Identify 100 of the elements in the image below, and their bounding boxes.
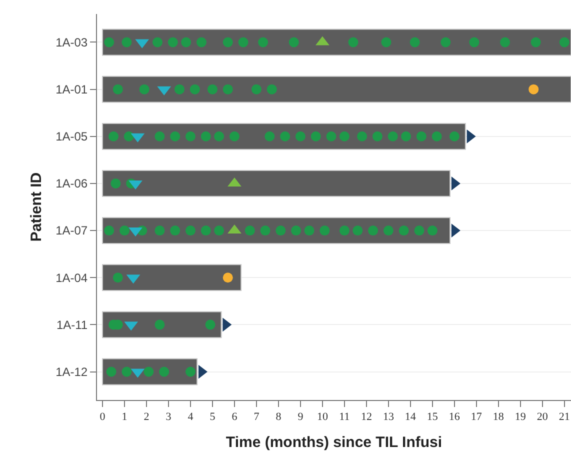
point	[190, 84, 200, 94]
point	[410, 37, 420, 48]
point	[185, 131, 196, 142]
x-tick-label: 20	[536, 411, 548, 424]
point	[122, 37, 132, 48]
x-tick-label: 6	[232, 411, 238, 424]
point	[427, 226, 438, 236]
point	[229, 131, 240, 142]
point	[295, 131, 306, 142]
point	[280, 131, 290, 142]
point	[368, 226, 378, 236]
point	[251, 84, 262, 94]
point	[214, 226, 224, 236]
point	[528, 84, 539, 94]
point	[181, 37, 192, 48]
point	[559, 37, 570, 48]
x-tick-label: 0	[100, 411, 106, 424]
x-tick-label: 1	[122, 411, 128, 424]
point	[326, 131, 336, 142]
x-tick-label: 10	[316, 411, 328, 424]
x-tick-label: 4	[188, 411, 194, 424]
point	[469, 37, 480, 48]
point	[152, 37, 162, 48]
point	[440, 37, 451, 48]
bar	[102, 170, 451, 197]
point	[530, 37, 541, 48]
point	[185, 226, 196, 236]
point	[200, 226, 211, 236]
y-tick-label: 1A-07	[56, 224, 88, 238]
point	[414, 226, 424, 236]
x-tick-label: 19	[514, 411, 526, 424]
y-tick-label: 1A-12	[56, 364, 88, 379]
point	[106, 366, 116, 377]
point	[110, 178, 121, 188]
bar	[102, 76, 571, 103]
point	[372, 131, 382, 142]
point	[154, 320, 165, 330]
point	[339, 131, 350, 142]
point	[207, 84, 218, 94]
point	[291, 226, 302, 236]
point	[258, 37, 268, 48]
bar	[102, 264, 242, 292]
point	[352, 226, 363, 236]
point	[398, 226, 409, 236]
point	[139, 84, 150, 94]
point	[266, 84, 277, 94]
point	[168, 37, 178, 48]
point	[170, 131, 180, 142]
x-tick-label: 21	[558, 411, 570, 424]
point	[401, 131, 412, 142]
point	[449, 131, 460, 142]
x-tick-label: 16	[448, 411, 460, 424]
point	[310, 131, 321, 142]
point	[222, 272, 233, 283]
point	[196, 37, 206, 48]
x-tick-label: 12	[360, 411, 372, 424]
point	[185, 366, 196, 377]
point	[320, 226, 330, 236]
y-tick-label: 1A-04	[56, 270, 88, 285]
point	[388, 131, 398, 142]
x-tick-label: 18	[492, 411, 504, 424]
point	[500, 37, 510, 48]
point	[124, 131, 134, 142]
x-tick-label: 11	[339, 411, 350, 424]
y-tick-label: 1A-01	[56, 82, 88, 97]
point	[170, 226, 180, 236]
point	[154, 226, 165, 236]
point	[288, 37, 299, 48]
point	[416, 131, 426, 142]
point	[122, 366, 132, 377]
point	[200, 131, 211, 142]
point	[383, 226, 394, 236]
y-tick-label: 1A-05	[56, 130, 88, 144]
x-tick-label: 14	[404, 411, 416, 424]
point	[357, 131, 368, 142]
point	[222, 84, 233, 94]
point	[238, 37, 248, 48]
point	[119, 226, 130, 236]
y-tick-label: 1A-06	[56, 176, 88, 191]
point	[339, 226, 350, 236]
point	[260, 226, 270, 236]
point	[432, 131, 442, 142]
point	[214, 131, 224, 142]
y-tick-label: 1A-11	[56, 318, 88, 332]
point	[244, 226, 255, 236]
x-tick-label: 13	[382, 411, 394, 424]
y-axis-title: Patient ID	[28, 172, 45, 242]
point	[104, 226, 114, 236]
point	[205, 320, 216, 330]
point	[222, 37, 233, 48]
x-tick-label: 17	[470, 411, 482, 424]
point	[304, 226, 314, 236]
x-tick-label: 15	[426, 411, 438, 424]
x-tick-label: 8	[276, 411, 282, 424]
point	[381, 37, 392, 48]
point	[348, 37, 358, 48]
y-tick-label: 1A-03	[56, 35, 88, 50]
point	[154, 131, 165, 142]
point	[144, 366, 154, 377]
point	[276, 226, 286, 236]
